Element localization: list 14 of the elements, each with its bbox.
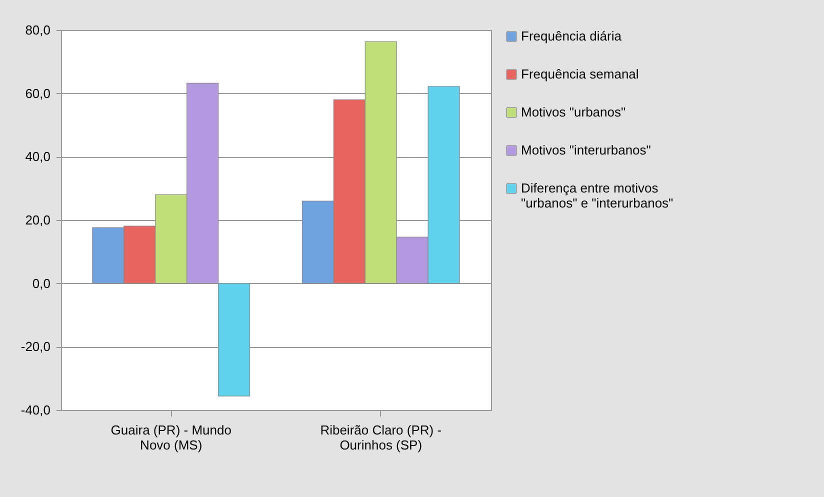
y-tick-label: 80,0 bbox=[25, 22, 50, 38]
legend-label: Frequência diária bbox=[521, 28, 622, 44]
y-tick-label: -20,0 bbox=[20, 339, 50, 354]
y-tick-label: 20,0 bbox=[25, 212, 50, 228]
y-tick-label: 0,0 bbox=[32, 276, 50, 291]
y-tick-label: 60,0 bbox=[25, 86, 50, 101]
legend-label: Frequência semanal bbox=[521, 66, 639, 82]
legend-label: Motivos "interurbanos" bbox=[521, 142, 652, 158]
legend-label: Motivos "urbanos" bbox=[521, 104, 626, 120]
x-tick-label: Ribeirão Claro (PR) - Ourinhos (SP) bbox=[320, 422, 442, 452]
legend-label: Diferença entre motivos "urbanos" e "interurbanos" bbox=[521, 180, 674, 210]
x-tick-label: Guaira (PR) - Mundo Novo (MS) bbox=[110, 422, 232, 452]
y-tick-label: 40,0 bbox=[25, 149, 50, 164]
y-tick-label: -40,0 bbox=[20, 402, 50, 418]
